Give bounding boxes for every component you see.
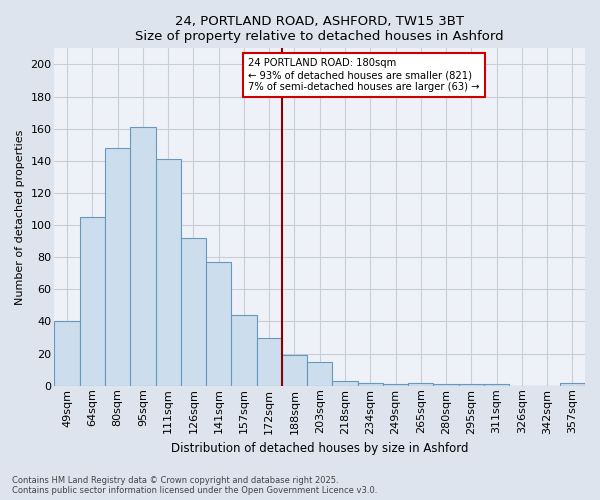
Bar — [408, 382, 433, 386]
Bar — [560, 382, 585, 386]
Bar — [105, 148, 130, 386]
Y-axis label: Number of detached properties: Number of detached properties — [15, 130, 25, 304]
Bar — [181, 238, 206, 386]
X-axis label: Distribution of detached houses by size in Ashford: Distribution of detached houses by size … — [171, 442, 469, 455]
Title: 24, PORTLAND ROAD, ASHFORD, TW15 3BT
Size of property relative to detached house: 24, PORTLAND ROAD, ASHFORD, TW15 3BT Siz… — [136, 15, 504, 43]
Text: Contains HM Land Registry data © Crown copyright and database right 2025.
Contai: Contains HM Land Registry data © Crown c… — [12, 476, 377, 495]
Bar — [55, 322, 80, 386]
Bar — [484, 384, 509, 386]
Bar — [155, 159, 181, 386]
Bar — [232, 315, 257, 386]
Bar — [307, 362, 332, 386]
Bar — [130, 127, 155, 386]
Bar — [433, 384, 458, 386]
Bar — [257, 338, 282, 386]
Bar — [458, 384, 484, 386]
Bar — [80, 217, 105, 386]
Text: 24 PORTLAND ROAD: 180sqm
← 93% of detached houses are smaller (821)
7% of semi-d: 24 PORTLAND ROAD: 180sqm ← 93% of detach… — [248, 58, 479, 92]
Bar — [332, 381, 358, 386]
Bar — [383, 384, 408, 386]
Bar — [358, 382, 383, 386]
Bar — [206, 262, 232, 386]
Bar — [282, 355, 307, 386]
